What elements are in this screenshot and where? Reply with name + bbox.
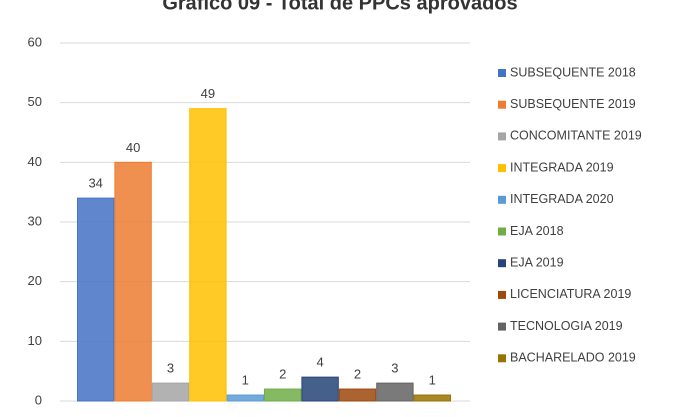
data-label: 1: [242, 372, 249, 387]
legend-swatch: [498, 290, 506, 299]
y-tick-label: 30: [28, 213, 42, 228]
data-label: 2: [279, 367, 286, 382]
legend-label: INTEGRADA 2020: [510, 192, 614, 206]
bar: [226, 394, 265, 402]
legend-swatch: [498, 164, 506, 173]
data-label: 3: [167, 361, 174, 376]
legend-swatch: [498, 195, 506, 204]
legend-swatch: [498, 354, 506, 363]
bar: [413, 394, 452, 402]
y-tick-label: 20: [28, 273, 42, 288]
legend-label: TECNOLOGIA 2019: [510, 319, 623, 333]
data-label: 3: [391, 361, 398, 376]
y-tick-label: 60: [28, 34, 42, 49]
data-label: 2: [354, 367, 361, 382]
legend-label: EJA 2019: [510, 255, 564, 269]
legend-label: SUBSEQUENTE 2018: [510, 65, 636, 79]
data-label: 49: [201, 86, 215, 101]
legend-label: BACHARELADO 2019: [510, 351, 636, 365]
bar: [264, 388, 302, 402]
y-tick-label: 50: [28, 94, 42, 109]
legend-label: EJA 2018: [510, 224, 564, 238]
y-tick-label: 40: [28, 154, 42, 169]
bar: [151, 382, 190, 402]
bar: [189, 108, 227, 402]
data-label: 40: [126, 140, 140, 155]
bar: [338, 388, 377, 402]
chart-title: Gráfico 09 - Total de PPCs aprovados: [162, 0, 517, 14]
legend-label: CONCOMITANTE 2019: [510, 129, 642, 143]
data-label: 4: [316, 355, 323, 370]
legend-label: INTEGRADA 2019: [510, 160, 614, 174]
legend-label: SUBSEQUENTE 2019: [510, 97, 636, 111]
bar: [376, 382, 414, 402]
legend-swatch: [498, 69, 506, 77]
legend-swatch: [498, 322, 506, 331]
bar: [114, 161, 152, 402]
legend-label: LICENCIATURA 2019: [510, 287, 631, 301]
data-label: 34: [88, 176, 102, 191]
legend-swatch: [498, 227, 506, 236]
y-tick-label: 0: [35, 392, 42, 407]
data-label: 1: [429, 372, 436, 387]
y-tick-label: 10: [28, 333, 42, 348]
bar: [301, 376, 339, 402]
legend-swatch: [498, 100, 506, 109]
legend-swatch: [498, 259, 506, 268]
legend-swatch: [498, 132, 506, 141]
bar: [77, 197, 115, 402]
